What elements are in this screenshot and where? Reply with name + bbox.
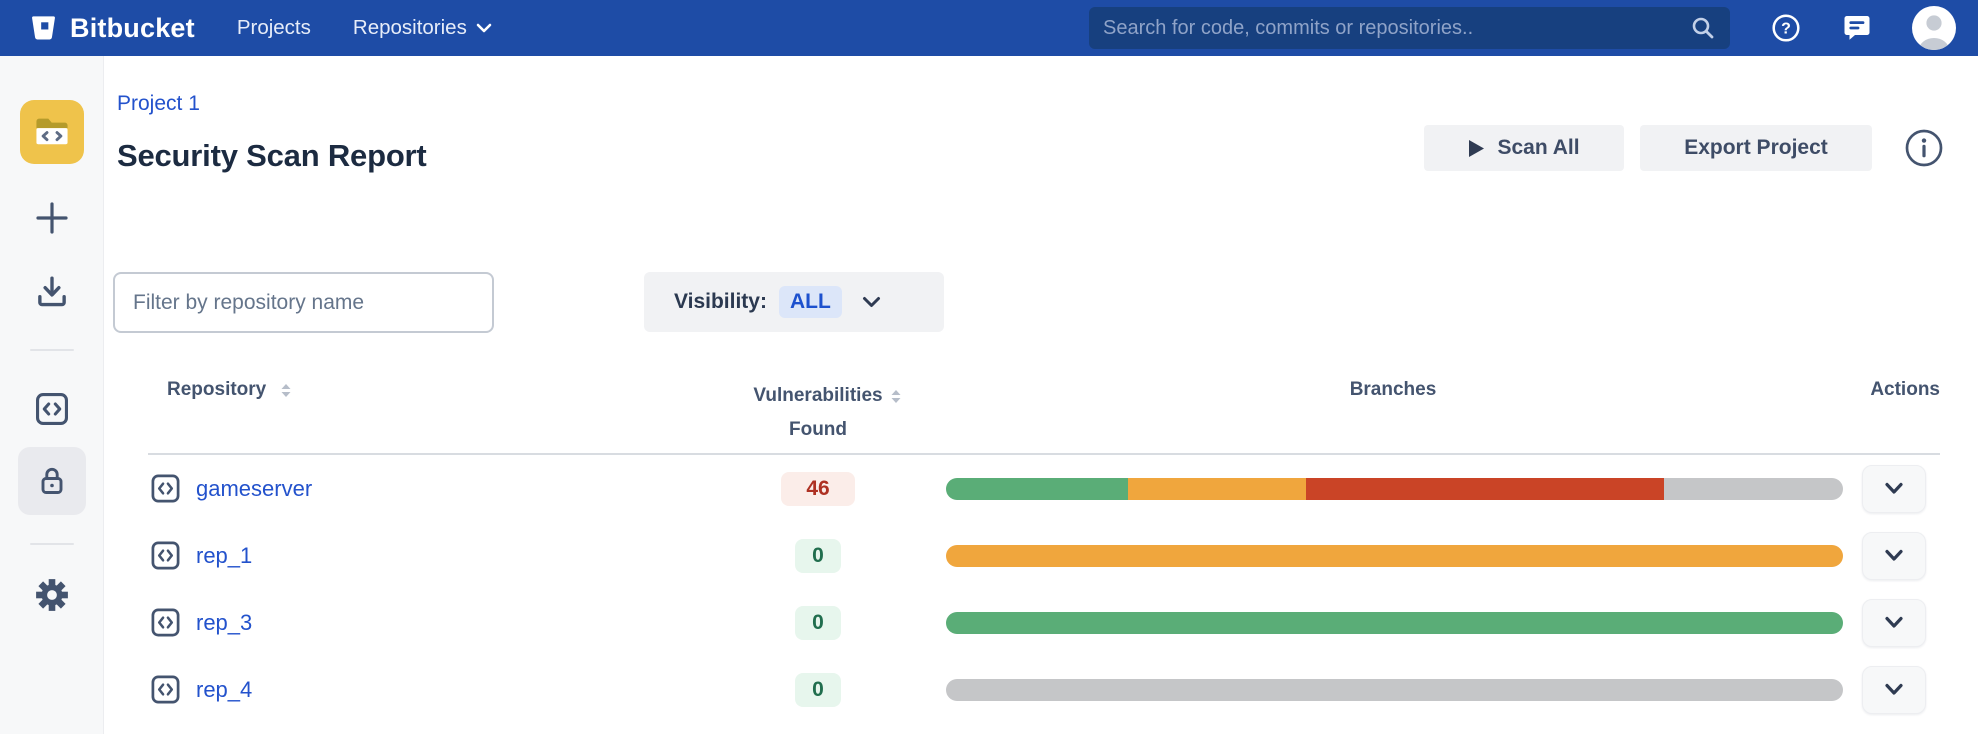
sidebar-divider bbox=[29, 543, 74, 545]
visibility-value: ALL bbox=[778, 286, 842, 318]
table-body: gameserver 46 rep_1 0 bbox=[148, 455, 1940, 723]
branches-bar bbox=[946, 477, 1843, 500]
repository-link[interactable]: gameserver bbox=[196, 475, 313, 501]
bitbucket-brand[interactable]: Bitbucket bbox=[28, 13, 195, 44]
sidebar-divider bbox=[29, 349, 74, 351]
sort-icon bbox=[281, 383, 291, 397]
branches-bar bbox=[946, 678, 1843, 701]
repository-code-icon bbox=[150, 607, 181, 638]
breadcrumb-project-link[interactable]: Project 1 bbox=[117, 92, 200, 115]
repository-link[interactable]: rep_1 bbox=[196, 542, 253, 568]
svg-text:?: ? bbox=[1781, 21, 1791, 38]
branch-segment bbox=[1663, 477, 1843, 500]
branch-segment bbox=[946, 611, 1843, 634]
row-actions-button[interactable] bbox=[1862, 665, 1926, 714]
top-navbar: Bitbucket Projects Repositories ? bbox=[0, 0, 1978, 56]
vulnerabilities-cell: 0 bbox=[748, 656, 888, 723]
repository-cell: rep_4 bbox=[150, 656, 252, 723]
global-search bbox=[1089, 7, 1730, 49]
scan-all-button[interactable]: Scan All bbox=[1424, 125, 1624, 171]
branch-segment bbox=[1128, 477, 1306, 500]
repository-cell: gameserver bbox=[150, 455, 312, 522]
branch-segment bbox=[946, 678, 1843, 701]
vulnerabilities-badge: 0 bbox=[795, 538, 841, 573]
chevron-down-icon bbox=[862, 297, 880, 307]
nav-projects[interactable]: Projects bbox=[236, 16, 311, 39]
repositories-table: Repository Vulnerabilities Found Branche… bbox=[148, 375, 1940, 723]
column-header-repository[interactable]: Repository bbox=[167, 379, 292, 401]
feedback-button[interactable] bbox=[1841, 12, 1873, 44]
branch-segment bbox=[946, 544, 1843, 567]
vulnerabilities-cell: 0 bbox=[748, 522, 888, 589]
source-code-brackets-icon[interactable] bbox=[30, 389, 74, 429]
user-avatar[interactable] bbox=[1912, 6, 1956, 50]
vulnerabilities-badge: 46 bbox=[781, 471, 855, 506]
repository-code-icon bbox=[150, 473, 181, 504]
main-content: Project 1 Security Scan Report Scan All … bbox=[104, 56, 1978, 734]
table-row: rep_3 0 bbox=[148, 589, 1940, 656]
branches-bar bbox=[946, 544, 1843, 567]
row-actions-button[interactable] bbox=[1862, 531, 1926, 580]
left-sidebar bbox=[0, 56, 104, 734]
branches-bar bbox=[946, 611, 1843, 634]
chevron-down-icon bbox=[1885, 616, 1903, 628]
branch-segment bbox=[946, 477, 1129, 500]
repository-cell: rep_3 bbox=[150, 589, 252, 656]
search-input[interactable] bbox=[1103, 16, 1690, 40]
info-icon bbox=[1905, 129, 1943, 167]
brand-name: Bitbucket bbox=[70, 12, 195, 43]
security-lock-icon[interactable] bbox=[17, 447, 86, 515]
table-row: rep_4 0 bbox=[148, 656, 1940, 723]
help-button[interactable]: ? bbox=[1770, 12, 1802, 44]
vulnerabilities-badge: 0 bbox=[795, 605, 841, 640]
column-header-vulnerabilities[interactable]: Vulnerabilities Found bbox=[748, 379, 901, 447]
repository-cell: rep_1 bbox=[150, 522, 252, 589]
create-plus-icon[interactable] bbox=[30, 198, 74, 238]
bitbucket-logo-icon bbox=[32, 15, 55, 39]
feedback-icon bbox=[1844, 16, 1870, 40]
export-project-button[interactable]: Export Project bbox=[1640, 125, 1872, 171]
row-actions-button[interactable] bbox=[1862, 464, 1926, 513]
column-header-branches: Branches bbox=[1349, 379, 1437, 400]
help-icon: ? bbox=[1772, 14, 1800, 42]
chevron-down-icon bbox=[1885, 683, 1903, 695]
vulnerabilities-cell: 46 bbox=[748, 455, 888, 522]
branch-segment bbox=[1305, 477, 1664, 500]
repository-code-icon bbox=[150, 540, 181, 571]
vulnerabilities-badge: 0 bbox=[795, 672, 841, 707]
vulnerabilities-cell: 0 bbox=[748, 589, 888, 656]
settings-gear-icon[interactable] bbox=[30, 573, 74, 617]
project-avatar-folder-code-icon[interactable] bbox=[19, 100, 84, 164]
repository-link[interactable]: rep_4 bbox=[196, 676, 253, 702]
visibility-label: Visibility: bbox=[674, 290, 767, 313]
info-button[interactable] bbox=[1902, 126, 1946, 170]
repository-filter-input[interactable] bbox=[113, 272, 494, 333]
table-row: rep_1 0 bbox=[148, 522, 1940, 589]
repository-link[interactable]: rep_3 bbox=[196, 609, 253, 635]
chevron-down-icon bbox=[1885, 482, 1903, 494]
repository-code-icon bbox=[150, 674, 181, 705]
clone-download-icon[interactable] bbox=[30, 273, 74, 313]
column-header-actions: Actions bbox=[1870, 379, 1940, 400]
person-icon bbox=[1919, 15, 1949, 50]
page-title: Security Scan Report bbox=[117, 138, 427, 173]
search-icon[interactable] bbox=[1690, 15, 1716, 41]
row-actions-button[interactable] bbox=[1862, 598, 1926, 647]
nav-repositories[interactable]: Repositories bbox=[353, 16, 492, 40]
chevron-down-icon bbox=[1885, 549, 1903, 561]
visibility-dropdown[interactable]: Visibility: ALL bbox=[644, 272, 944, 332]
sort-icon bbox=[891, 390, 901, 403]
table-row: gameserver 46 bbox=[148, 455, 1940, 522]
table-header: Repository Vulnerabilities Found Branche… bbox=[148, 375, 1940, 455]
play-icon bbox=[1469, 139, 1485, 157]
chevron-down-icon bbox=[476, 23, 492, 33]
